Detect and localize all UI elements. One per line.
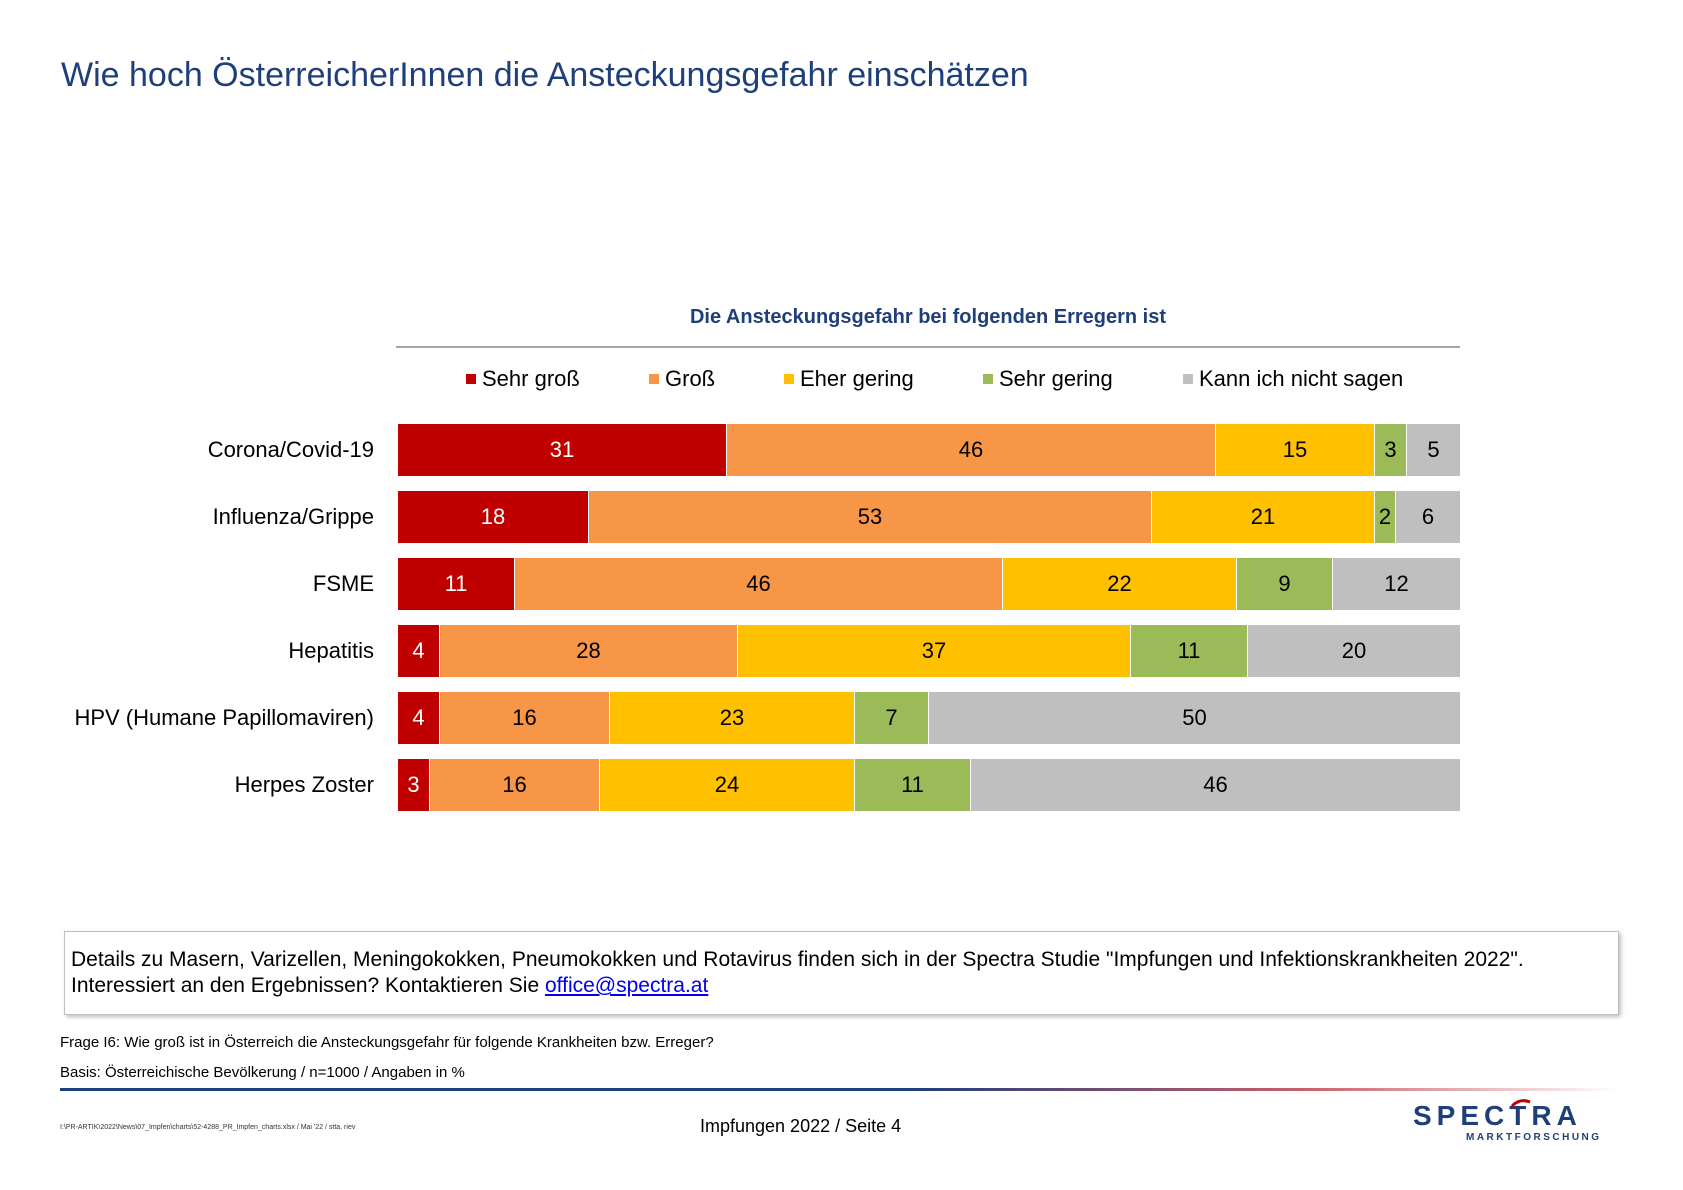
legend-swatch <box>649 374 659 384</box>
legend-label: Sehr groß <box>482 366 580 391</box>
file-path: I:\PR-ARTIK\2022\News\07_Impfen\charts\5… <box>60 1124 356 1131</box>
data-label: 16 <box>512 705 537 730</box>
data-label: 20 <box>1341 638 1367 663</box>
legend-item: Sehr gering <box>983 366 1113 392</box>
data-label: 21 <box>1250 504 1276 529</box>
data-label: 28 <box>576 638 601 663</box>
question-footnote: Frage I6: Wie groß ist in Österreich die… <box>60 1034 714 1051</box>
bar-segment: 20 <box>1248 625 1460 677</box>
bar-segment: 3 <box>1375 424 1407 476</box>
data-label: 24 <box>714 772 740 797</box>
bar-segment: 2 <box>1375 491 1396 543</box>
bar-segment: 31 <box>398 424 727 476</box>
bar-segment: 11 <box>855 759 971 811</box>
category-label: HPV (Humane Papillomaviren) <box>74 705 374 730</box>
data-label: 31 <box>549 437 575 462</box>
bar-segment: 11 <box>398 558 515 610</box>
bar-segment: 12 <box>1333 558 1460 610</box>
data-label: 23 <box>719 705 745 730</box>
bar-segment: 46 <box>971 759 1460 811</box>
data-label: 12 <box>1384 571 1409 596</box>
chart-title: Die Ansteckungsgefahr bei folgenden Erre… <box>689 306 1167 328</box>
data-label: 2 <box>1378 504 1392 529</box>
legend-swatch <box>1183 374 1193 384</box>
data-label: 11 <box>444 571 468 596</box>
bar-segment: 7 <box>855 692 929 744</box>
info-note-box: Details zu Masern, Varizellen, Meningoko… <box>64 931 1619 1015</box>
data-label: 15 <box>1282 437 1308 462</box>
bar-segment: 3 <box>398 759 430 811</box>
chart-title-divider <box>396 346 1460 348</box>
logo-word: SPECTRA <box>1413 1100 1582 1131</box>
bar-segment: 46 <box>515 558 1003 610</box>
note-line-1: Details zu Masern, Varizellen, Meningoko… <box>71 948 1524 971</box>
data-label: 16 <box>502 772 527 797</box>
bar-segment: 16 <box>430 759 600 811</box>
note-line-2: Interessiert an den Ergebnissen? Kontakt… <box>71 973 1612 999</box>
data-label: 3 <box>1384 437 1397 462</box>
email-link[interactable]: office@spectra.at <box>544 974 709 997</box>
note-line-2-text: Interessiert an den Ergebnissen? Kontakt… <box>71 974 545 997</box>
legend-item: Kann ich nicht sagen <box>1183 366 1403 392</box>
bar-segment: 24 <box>600 759 855 811</box>
category-label: FSME <box>312 571 374 596</box>
spectra-logo: SPECTRA MARKTFORSCHUNG <box>1413 1099 1602 1143</box>
data-label: 18 <box>480 504 506 529</box>
category-label: Influenza/Grippe <box>212 504 374 529</box>
data-label: 11 <box>901 772 924 797</box>
legend-swatch <box>466 374 476 384</box>
legend-label: Sehr gering <box>999 366 1113 391</box>
data-label: 11 <box>1177 638 1201 663</box>
data-label: 46 <box>1203 772 1228 797</box>
bar-segment: 46 <box>727 424 1216 476</box>
data-label: 37 <box>921 638 947 663</box>
data-label: 9 <box>1278 571 1291 596</box>
bar-segment: 37 <box>738 625 1131 677</box>
legend-label: Kann ich nicht sagen <box>1199 366 1404 391</box>
bar-segment: 28 <box>440 625 738 677</box>
chart-legend: Sehr groß Groß Eher gering Sehr gering Kann … <box>396 366 1460 396</box>
logo-subtitle: MARKTFORSCHUNG <box>1466 1132 1602 1143</box>
data-label: 7 <box>885 705 898 730</box>
legend-label: Eher gering <box>800 366 914 391</box>
bar-segment: 53 <box>589 491 1152 543</box>
page-title: Wie hoch ÖsterreicherInnen die Ansteckun… <box>61 56 1029 94</box>
data-label: 4 <box>412 638 425 663</box>
data-label: 6 <box>1421 504 1435 529</box>
bar-segment: 22 <box>1003 558 1237 610</box>
data-label: 46 <box>958 437 984 462</box>
category-label: Corona/Covid-19 <box>207 437 374 462</box>
bar-segment: 18 <box>398 491 589 543</box>
data-label: 53 <box>857 504 883 529</box>
bar-segment: 4 <box>398 625 440 677</box>
bar-segment: 9 <box>1237 558 1333 610</box>
bar-segment: 23 <box>610 692 855 744</box>
bar-segment: 21 <box>1152 491 1375 543</box>
data-label: 46 <box>746 571 771 596</box>
basis-footnote: Basis: Österreichische Bevölkerung / n=1… <box>60 1064 465 1081</box>
bar-segment: 5 <box>1407 424 1460 476</box>
bar-segment: 15 <box>1216 424 1375 476</box>
logo-swoosh-icon <box>1510 1099 1531 1108</box>
data-label: 5 <box>1427 437 1440 462</box>
data-label: 4 <box>412 705 425 730</box>
legend-swatch <box>983 374 993 384</box>
bar-segment: 4 <box>398 692 440 744</box>
data-label: 50 <box>1182 705 1207 730</box>
bar-segment: 6 <box>1396 491 1460 543</box>
legend-swatch <box>784 374 794 384</box>
legend-label: Groß <box>665 366 716 391</box>
bar-segment: 11 <box>1131 625 1248 677</box>
category-label: Hepatitis <box>288 638 374 663</box>
data-label: 3 <box>407 772 420 797</box>
page-number: Impfungen 2022 / Seite 4 <box>700 1116 902 1136</box>
footer-divider <box>60 1088 1620 1091</box>
legend-item: Groß <box>649 366 715 392</box>
bar-segment: 50 <box>929 692 1460 744</box>
data-label: 22 <box>1107 571 1132 596</box>
bar-segment: 16 <box>440 692 610 744</box>
category-label: Herpes Zoster <box>234 772 374 797</box>
legend-item: Eher gering <box>784 366 914 392</box>
legend-item: Sehr groß <box>466 366 580 392</box>
